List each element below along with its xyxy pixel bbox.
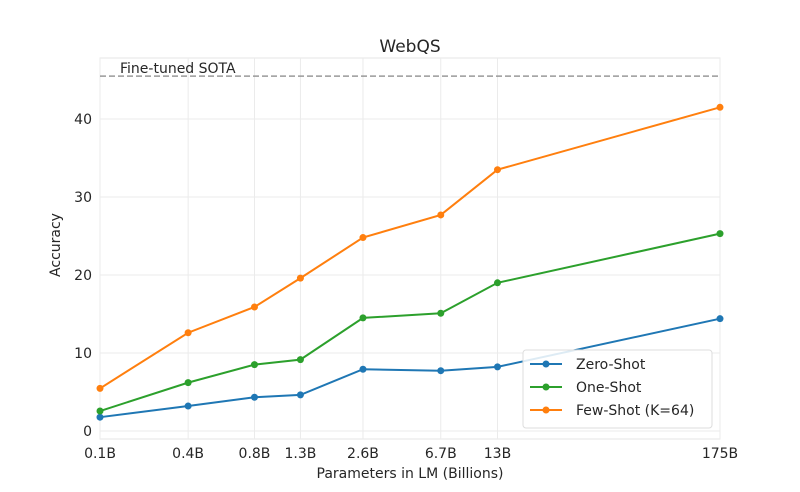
legend-label: Few-Shot (K=64)	[576, 403, 694, 419]
data-point	[493, 279, 501, 287]
data-point	[250, 393, 258, 401]
data-point	[184, 379, 192, 387]
y-tick-label: 30	[74, 190, 92, 206]
x-tick-label: 2.6B	[347, 446, 379, 462]
data-point	[716, 315, 724, 323]
data-point	[437, 309, 445, 317]
x-tick-label: 0.4B	[172, 446, 204, 462]
data-point	[493, 363, 501, 371]
y-tick-label: 0	[83, 424, 92, 440]
data-point	[296, 274, 304, 282]
data-point	[437, 211, 445, 219]
data-point	[296, 391, 304, 399]
data-point	[359, 234, 367, 242]
series-line	[99, 317, 721, 419]
x-tick-label: 6.7B	[425, 446, 457, 462]
reference-line-label: Fine-tuned SOTA	[120, 61, 236, 77]
legend-marker	[542, 360, 550, 368]
data-point	[716, 103, 724, 111]
legend-label: One-Shot	[576, 380, 642, 396]
x-axis-label: Parameters in LM (Billions)	[317, 466, 504, 482]
y-tick-label: 40	[74, 112, 92, 128]
data-point	[96, 413, 104, 421]
data-point	[296, 356, 304, 364]
data-point	[96, 384, 104, 392]
data-point	[96, 407, 104, 415]
x-tick-label: 175B	[702, 446, 738, 462]
data-point	[359, 314, 367, 322]
x-tick-label: 0.8B	[239, 446, 271, 462]
x-tick-label: 1.3B	[284, 446, 316, 462]
data-point	[184, 329, 192, 337]
legend-label: Zero-Shot	[576, 357, 646, 373]
legend-marker	[542, 383, 550, 391]
data-point	[359, 365, 367, 373]
chart-title: WebQS	[379, 37, 440, 57]
x-tick-label: 0.1B	[84, 446, 116, 462]
y-axis-label: Accuracy	[48, 213, 64, 277]
series-line	[99, 106, 721, 390]
legend-marker	[542, 406, 550, 414]
data-point	[250, 361, 258, 369]
legend-box	[522, 349, 713, 429]
data-point	[250, 303, 258, 311]
y-tick-label: 10	[74, 346, 92, 362]
data-point	[716, 230, 724, 238]
data-point	[437, 367, 445, 375]
y-tick-label: 20	[74, 268, 92, 284]
series-line	[99, 232, 721, 412]
x-tick-label: 13B	[484, 446, 511, 462]
data-point	[493, 166, 501, 174]
data-point	[184, 402, 192, 410]
